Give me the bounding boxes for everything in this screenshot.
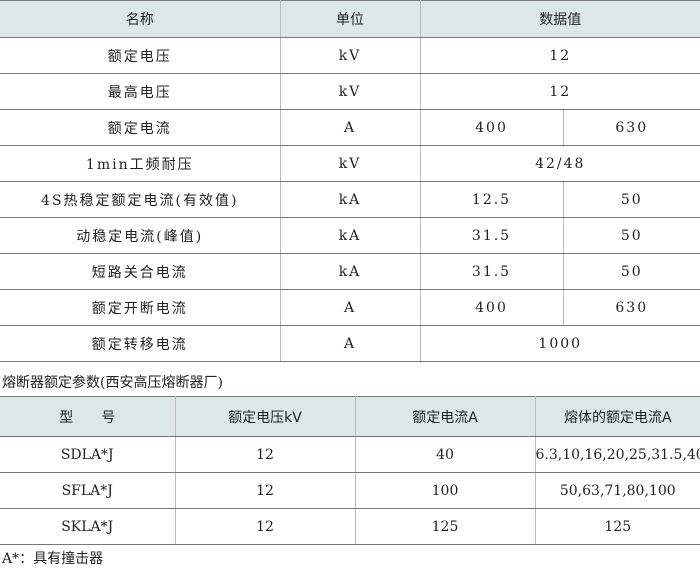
- param-unit: kV: [279, 37, 421, 74]
- param-value: 50: [562, 253, 700, 290]
- param-name: 额定转移电流: [0, 325, 281, 362]
- fuse-table-caption: 熔断器额定参数(西安高压熔断器厂): [2, 375, 223, 391]
- cell: 40: [354, 436, 536, 473]
- header-rated-voltage: 额定电压kV: [174, 396, 356, 437]
- table-row: 最高电压 kV 12: [0, 73, 700, 110]
- table-row: 1min工频耐压 kV 42/48: [0, 145, 700, 182]
- table-row: 额定电压 kV 12: [0, 37, 700, 74]
- table-header: 型 号 额定电压kV 额定电流A 熔体的额定电流A: [0, 396, 700, 437]
- param-name: 短路关合电流: [0, 253, 281, 290]
- table-row: SDLA*J 12 40 6.3,10,16,20,25,31.5,40: [0, 436, 700, 473]
- param-unit: A: [279, 109, 421, 146]
- param-unit: kA: [279, 217, 421, 254]
- param-value: 400: [419, 289, 564, 326]
- header-rated-current: 额定电流A: [354, 396, 536, 437]
- param-value: 12.5: [419, 181, 564, 218]
- cell: 100: [354, 472, 536, 509]
- param-value: 42/48: [419, 145, 700, 182]
- table-row: SFLA*J 12 100 50,63,71,80,100: [0, 472, 700, 509]
- cell: 12: [174, 472, 356, 509]
- param-unit: kA: [279, 181, 421, 218]
- table-row: 额定电流 A 400 630: [0, 109, 700, 146]
- param-value: 50: [562, 181, 700, 218]
- param-value: 1000: [419, 325, 700, 362]
- param-unit: kA: [279, 253, 421, 290]
- cell: 125: [534, 508, 700, 545]
- cell: 12: [174, 436, 356, 473]
- rated-parameters-table: 名称 单位 数据值 额定电压 kV 12 最高电压 kV 12 额定电流 A 400 630 1mi…: [0, 0, 700, 362]
- param-unit: kV: [279, 73, 421, 110]
- param-value: 50: [562, 217, 700, 254]
- header-model: 型 号: [0, 396, 176, 437]
- param-value: 31.5: [419, 217, 564, 254]
- param-value: 12: [419, 37, 700, 74]
- param-value: 630: [562, 289, 700, 326]
- param-value: 400: [419, 109, 564, 146]
- table-row: 额定转移电流 A 1000: [0, 325, 700, 362]
- cell: SFLA*J: [0, 472, 176, 509]
- param-name: 额定电流: [0, 109, 281, 146]
- cell: SDLA*J: [0, 436, 176, 473]
- param-value: 31.5: [419, 253, 564, 290]
- table-row: 动稳定电流(峰值) kA 31.5 50: [0, 217, 700, 254]
- param-name: 动稳定电流(峰值): [0, 217, 281, 254]
- table-row: 短路关合电流 kA 31.5 50: [0, 253, 700, 290]
- header-name: 名称: [0, 0, 281, 38]
- param-name: 1min工频耐压: [0, 145, 281, 182]
- param-unit: kV: [279, 145, 421, 182]
- fuse-parameters-table: 型 号 额定电压kV 额定电流A 熔体的额定电流A SDLA*J 12 40 6.3,…: [0, 396, 700, 545]
- param-value: 12: [419, 73, 700, 110]
- header-fuse-element-current: 熔体的额定电流A: [534, 396, 700, 437]
- param-name: 额定电压: [0, 37, 281, 74]
- cell: 125: [354, 508, 536, 545]
- param-name: 最高电压: [0, 73, 281, 110]
- cell: 6.3,10,16,20,25,31.5,40: [534, 436, 700, 473]
- cell: 50,63,71,80,100: [534, 472, 700, 509]
- header-value: 数据值: [419, 0, 700, 38]
- table-row: SKLA*J 12 125 125: [0, 508, 700, 545]
- param-name: 4S热稳定额定电流(有效值): [0, 181, 281, 218]
- table-row: 4S热稳定额定电流(有效值) kA 12.5 50: [0, 181, 700, 218]
- param-value: 630: [562, 109, 700, 146]
- table-header: 名称 单位 数据值: [0, 0, 700, 38]
- param-unit: A: [279, 325, 421, 362]
- table-row: 额定开断电流 A 400 630: [0, 289, 700, 326]
- cell: 12: [174, 508, 356, 545]
- param-name: 额定开断电流: [0, 289, 281, 326]
- header-unit: 单位: [279, 0, 421, 38]
- cell: SKLA*J: [0, 508, 176, 545]
- footnote: A*：具有撞击器: [2, 551, 104, 567]
- param-unit: A: [279, 289, 421, 326]
